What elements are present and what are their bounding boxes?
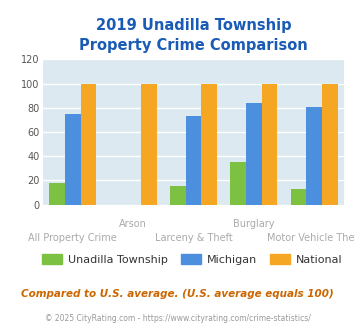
Bar — [291, 189, 306, 205]
Bar — [141, 83, 157, 205]
Bar — [306, 107, 322, 205]
Bar — [230, 162, 246, 205]
Bar — [186, 116, 201, 205]
Text: Compared to U.S. average. (U.S. average equals 100): Compared to U.S. average. (U.S. average … — [21, 289, 334, 299]
Bar — [65, 114, 81, 205]
Bar — [49, 183, 65, 205]
Bar — [322, 83, 338, 205]
Bar — [170, 186, 186, 205]
Text: © 2025 CityRating.com - https://www.cityrating.com/crime-statistics/: © 2025 CityRating.com - https://www.city… — [45, 314, 310, 323]
Bar — [246, 103, 262, 205]
Text: Burglary: Burglary — [233, 219, 274, 229]
Bar — [262, 83, 277, 205]
Text: All Property Crime: All Property Crime — [28, 233, 117, 243]
Text: Arson: Arson — [119, 219, 147, 229]
Title: 2019 Unadilla Township
Property Crime Comparison: 2019 Unadilla Township Property Crime Co… — [79, 18, 308, 53]
Bar — [81, 83, 96, 205]
Text: Motor Vehicle Theft: Motor Vehicle Theft — [267, 233, 355, 243]
Bar — [201, 83, 217, 205]
Legend: Unadilla Township, Michigan, National: Unadilla Township, Michigan, National — [42, 254, 342, 265]
Text: Larceny & Theft: Larceny & Theft — [154, 233, 233, 243]
